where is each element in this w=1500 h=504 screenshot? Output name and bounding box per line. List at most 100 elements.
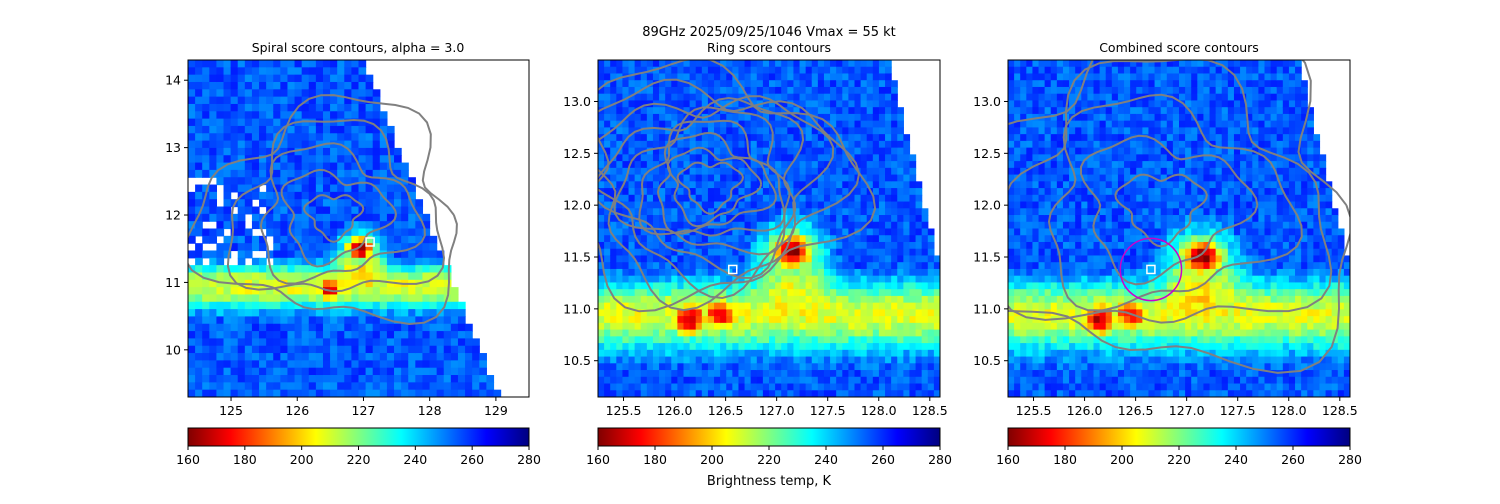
heatmap-cell bbox=[1008, 282, 1015, 289]
heatmap-cell bbox=[824, 350, 831, 357]
heatmap-cell bbox=[266, 360, 274, 368]
heatmap-cell bbox=[1014, 363, 1021, 370]
heatmap-cell bbox=[671, 94, 678, 101]
heatmap-cell bbox=[903, 330, 910, 337]
heatmap-cell bbox=[394, 324, 402, 332]
heatmap-cell bbox=[465, 368, 473, 376]
heatmap-cell bbox=[781, 350, 788, 357]
heatmap-cell bbox=[1063, 343, 1070, 350]
heatmap-cell bbox=[622, 296, 629, 303]
heatmap-cell bbox=[366, 163, 374, 171]
heatmap-cell bbox=[273, 170, 281, 178]
heatmap-cell bbox=[598, 181, 605, 188]
heatmap-cell bbox=[287, 360, 295, 368]
heatmap-cell bbox=[245, 309, 253, 317]
heatmap-cell bbox=[330, 111, 338, 119]
heatmap-cell bbox=[616, 309, 623, 316]
heatmap-cell bbox=[745, 121, 752, 128]
heatmap-cell bbox=[903, 148, 910, 155]
heatmap-cell bbox=[641, 73, 648, 80]
heatmap-cell bbox=[806, 94, 813, 101]
heatmap-cell bbox=[665, 390, 672, 397]
heatmap-cell bbox=[252, 133, 260, 141]
heatmap-cell bbox=[855, 336, 862, 343]
heatmap-cell bbox=[836, 384, 843, 391]
heatmap-cell bbox=[903, 168, 910, 175]
heatmap-cell bbox=[1008, 357, 1015, 364]
heatmap-cell bbox=[867, 127, 874, 134]
heatmap-cell bbox=[266, 133, 274, 141]
heatmap-cell bbox=[781, 80, 788, 87]
heatmap-cell bbox=[430, 287, 438, 295]
heatmap-cell bbox=[873, 67, 880, 74]
heatmap-cell bbox=[486, 382, 494, 390]
heatmap-cell bbox=[1075, 141, 1082, 148]
heatmap-cell bbox=[885, 336, 892, 343]
heatmap-cell bbox=[842, 377, 849, 384]
heatmap-cell bbox=[287, 346, 295, 354]
heatmap-cell bbox=[1063, 73, 1070, 80]
heatmap-cell bbox=[855, 222, 862, 229]
heatmap-cell bbox=[793, 80, 800, 87]
heatmap-cell bbox=[1026, 215, 1033, 222]
heatmap-cell bbox=[781, 60, 788, 67]
heatmap-cell bbox=[1020, 60, 1027, 67]
heatmap-cell bbox=[745, 323, 752, 330]
heatmap-cell bbox=[903, 195, 910, 202]
heatmap-cell bbox=[380, 148, 388, 156]
heatmap-cell bbox=[690, 235, 697, 242]
heatmap-cell bbox=[812, 343, 819, 350]
heatmap-cell bbox=[665, 67, 672, 74]
heatmap-cell bbox=[1051, 269, 1058, 276]
heatmap-cell bbox=[309, 104, 317, 112]
heatmap-cell bbox=[861, 296, 868, 303]
heatmap-cell bbox=[415, 375, 423, 383]
heatmap-cell bbox=[891, 343, 898, 350]
heatmap-cell bbox=[380, 390, 388, 398]
heatmap-cell bbox=[885, 121, 892, 128]
heatmap-cell bbox=[202, 119, 210, 127]
heatmap-cell bbox=[195, 89, 203, 97]
heatmap-cell bbox=[1008, 67, 1015, 74]
heatmap-cell bbox=[287, 126, 295, 134]
heatmap-cell bbox=[401, 214, 409, 222]
heatmap-cell bbox=[903, 309, 910, 316]
heatmap-cell bbox=[830, 229, 837, 236]
heatmap-cell bbox=[280, 382, 288, 390]
heatmap-cell bbox=[800, 390, 807, 397]
heatmap-cell bbox=[696, 154, 703, 161]
heatmap-cell bbox=[216, 82, 224, 90]
heatmap-cell bbox=[928, 276, 935, 283]
heatmap-cell bbox=[415, 287, 423, 295]
heatmap-cell bbox=[757, 87, 764, 94]
heatmap-cell bbox=[903, 161, 910, 168]
heatmap-cell bbox=[1020, 188, 1027, 195]
heatmap-cell bbox=[806, 269, 813, 276]
heatmap-cell bbox=[1069, 309, 1076, 316]
heatmap-cell bbox=[677, 87, 684, 94]
heatmap-cell bbox=[787, 384, 794, 391]
heatmap-cell bbox=[280, 75, 288, 83]
heatmap-cell bbox=[337, 316, 345, 324]
heatmap-cell bbox=[224, 294, 232, 302]
heatmap-cell bbox=[1039, 141, 1046, 148]
heatmap-cell bbox=[769, 67, 776, 74]
heatmap-cell bbox=[800, 289, 807, 296]
heatmap-cell bbox=[231, 382, 239, 390]
heatmap-cell bbox=[751, 343, 758, 350]
heatmap-cell bbox=[909, 175, 916, 182]
heatmap-cell bbox=[366, 192, 374, 200]
heatmap-cell bbox=[209, 185, 217, 193]
heatmap-cell bbox=[323, 280, 331, 288]
heatmap-cell bbox=[629, 148, 636, 155]
heatmap-cell bbox=[1075, 249, 1082, 256]
heatmap-cell bbox=[330, 221, 338, 229]
heatmap-cell bbox=[806, 316, 813, 323]
heatmap-cell bbox=[1087, 168, 1094, 175]
heatmap-cell bbox=[188, 368, 196, 376]
heatmap-cell bbox=[751, 60, 758, 67]
heatmap-cell bbox=[861, 370, 868, 377]
heatmap-cell bbox=[726, 343, 733, 350]
heatmap-cell bbox=[287, 67, 295, 75]
heatmap-cell bbox=[818, 289, 825, 296]
